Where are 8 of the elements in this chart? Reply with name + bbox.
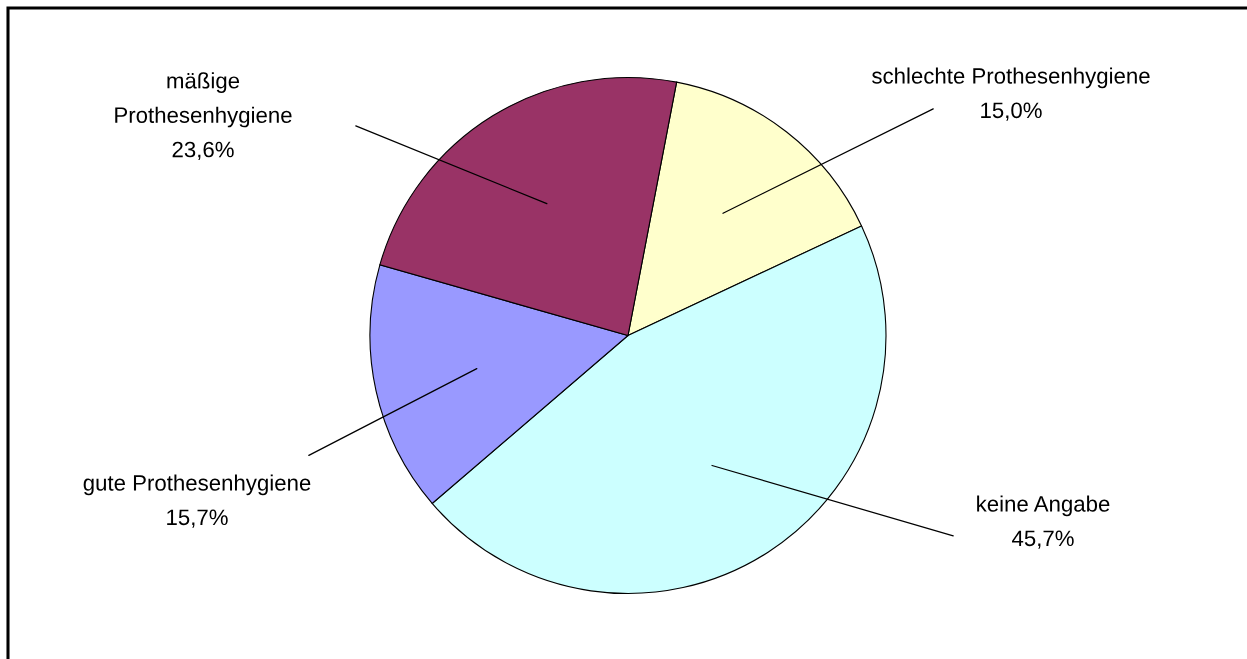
data-label: 15,7%: [167, 509, 228, 528]
data-label: 23,6%: [172, 141, 234, 160]
slice-label: schlechte Prothesenhygiene: [872, 67, 1150, 89]
data-label: 15,0%: [981, 102, 1042, 121]
slice-label: keine Angabe: [977, 495, 1110, 517]
slice-label: gute Prothesenhygiene: [83, 474, 311, 496]
slice-label: mäßige Prothesenhygiene: [115, 72, 292, 128]
data-label: 45,7%: [1012, 530, 1074, 549]
